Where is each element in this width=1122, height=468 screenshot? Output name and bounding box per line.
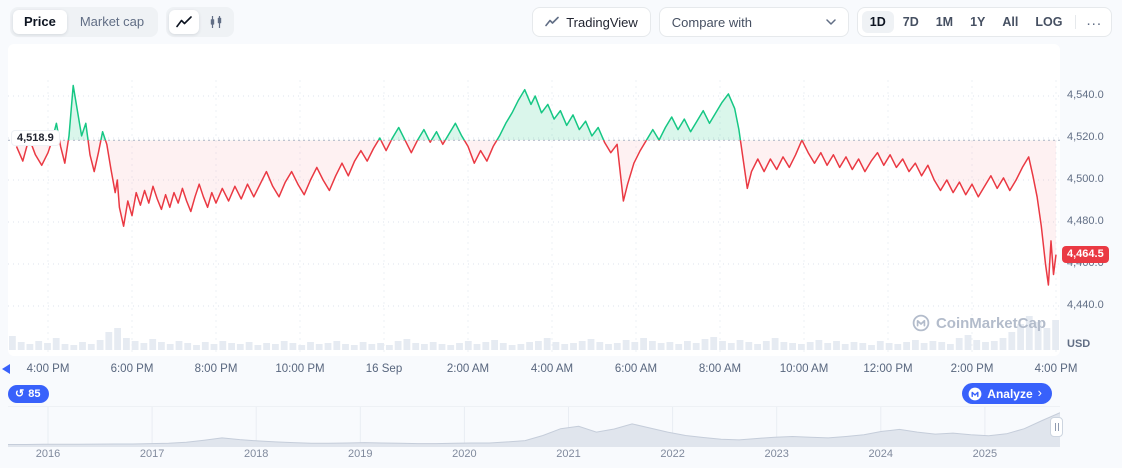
price-chart[interactable]: 4,518.9 CoinMarketCap (8, 44, 1060, 356)
range-7d-button[interactable]: 7D (902, 15, 919, 29)
tradingview-button[interactable]: TradingView (532, 7, 651, 37)
x-axis-label: 4:00 PM (1034, 363, 1078, 375)
y-axis-label: 4,520.0 (1067, 131, 1104, 143)
current-price-badge: 4,464.5 (1062, 245, 1109, 263)
year-label: 2017 (139, 448, 165, 460)
history-annotations-badge[interactable]: ↺ 85 (8, 385, 50, 403)
year-label: 2023 (764, 448, 789, 460)
range-1m-button[interactable]: 1M (935, 15, 954, 29)
y-axis-label: 4,480.0 (1067, 215, 1104, 227)
compare-with-dropdown[interactable]: Compare with (658, 7, 849, 37)
coinmarketcap-logo-icon (912, 314, 930, 332)
history-icon: ↺ (15, 387, 25, 400)
coinmarketcap-watermark: CoinMarketCap (912, 314, 1046, 332)
metric-toggle: Price Market cap (10, 7, 159, 37)
year-label: 2016 (35, 448, 61, 460)
history-count: 85 (28, 388, 41, 400)
x-axis-label: 10:00 PM (275, 363, 325, 375)
year-label: 2019 (348, 448, 373, 460)
x-axis-label: 4:00 AM (530, 363, 574, 375)
year-label: 2020 (452, 448, 477, 460)
chevron-down-icon (826, 19, 836, 25)
compare-with-label: Compare with (671, 14, 752, 30)
chart-type-toggle (166, 7, 235, 37)
scroll-left-icon[interactable] (2, 364, 10, 374)
x-axis-label: 8:00 PM (194, 363, 238, 375)
x-axis-label: 10:00 AM (779, 363, 829, 375)
range-log-button[interactable]: LOG (1035, 15, 1063, 29)
y-axis-unit: USD (1067, 338, 1091, 350)
x-axis-label: 2:00 AM (446, 363, 490, 375)
main-chart-canvas (8, 80, 1060, 352)
watermark-text: CoinMarketCap (935, 314, 1046, 332)
year-label: 2025 (972, 448, 998, 460)
candlestick-icon (210, 16, 222, 28)
year-label: 2024 (868, 448, 894, 460)
market-cap-tab[interactable]: Market cap (79, 14, 145, 29)
timeline-mini-chart (8, 407, 1060, 447)
x-axis: 4:00 PM 6:00 PM 8:00 PM 10:00 PM 16 Sep 2:00 … (2, 356, 1077, 382)
timeline-brush[interactable] (8, 406, 1063, 447)
more-options-button[interactable]: ... (1086, 12, 1102, 29)
tradingview-icon (545, 16, 560, 27)
x-axis-label: 16 Sep (365, 363, 403, 375)
brush-handle[interactable] (1050, 417, 1063, 437)
x-axis-label: 6:00 PM (110, 363, 154, 375)
chart-area-row: 4,518.9 CoinMarketCap 4,464.5 USD 4,540.… (8, 44, 1122, 356)
analyze-label: Analyze (987, 386, 1033, 401)
chevron-right-icon: › (1037, 385, 1042, 400)
year-label: 2018 (243, 448, 269, 460)
x-axis-label: 6:00 AM (614, 363, 658, 375)
year-label: 2022 (660, 448, 685, 460)
range-selector: 1D 7D 1M 1Y All LOG... (856, 7, 1112, 37)
analyze-button[interactable]: Analyze › (962, 383, 1052, 404)
line-chart-button[interactable] (169, 10, 200, 34)
chart-toolbar: Price Market cap TradingView Compare wit… (0, 0, 1122, 44)
range-1y-button[interactable]: 1Y (970, 15, 986, 29)
x-axis-label: 12:00 PM (863, 363, 913, 375)
year-label: 2021 (556, 448, 581, 460)
baseline-price-label: 4,518.9 (12, 131, 59, 146)
x-axis-label: 4:00 PM (26, 363, 70, 375)
y-axis-label: 4,440.0 (1067, 299, 1104, 311)
range-1d-button[interactable]: 1D (861, 11, 894, 33)
candlestick-button[interactable] (201, 10, 231, 34)
y-axis-label: 4,500.0 (1067, 173, 1104, 185)
y-axis: 4,464.5 USD 4,540.0 4,520.0 4,500.0 4,480.0… (1060, 44, 1122, 356)
range-all-button[interactable]: All (1002, 15, 1019, 29)
line-chart-icon (176, 16, 192, 28)
coinmarketcap-logo-icon (968, 387, 982, 400)
price-tab[interactable]: Price (13, 10, 67, 34)
y-axis-label: 4,540.0 (1067, 89, 1104, 101)
tradingview-label: TradingView (566, 14, 638, 30)
timeline-years: 2016 2017 2018 2019 2020 2021 2022 2023 2024 2025 (8, 448, 1060, 464)
x-axis-label: 8:00 AM (698, 363, 742, 375)
range-divider (1075, 15, 1077, 29)
chart-footer: ↺ 85 Analyze › 2016 2017 2018 2019 2020 2021 2… (0, 382, 1122, 468)
x-axis-label: 2:00 PM (950, 363, 994, 375)
